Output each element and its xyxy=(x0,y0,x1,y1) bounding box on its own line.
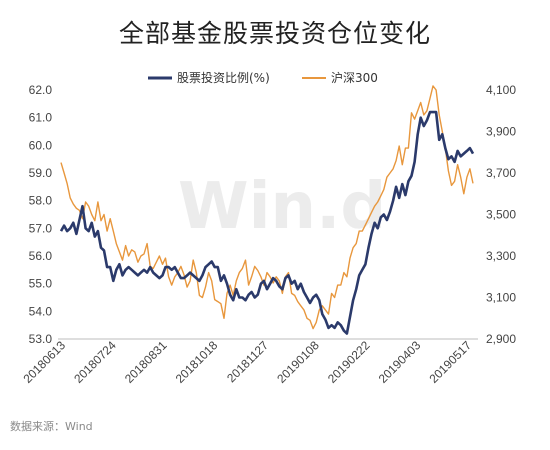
left-tick-label: 57.0 xyxy=(29,221,53,235)
x-tick-label: 20190108 xyxy=(274,338,322,386)
x-tick-label: 20180831 xyxy=(122,338,170,386)
left-tick-label: 62.0 xyxy=(29,83,53,97)
right-tick-label: 3,500 xyxy=(486,208,516,222)
left-tick-label: 61.0 xyxy=(29,111,53,125)
left-axis: 62.0 61.0 60.0 59.0 58.0 57.0 56.0 55.0 54.0 53.0 xyxy=(29,83,53,346)
x-tick-label: 20190222 xyxy=(325,338,373,386)
x-tick-label: 20190517 xyxy=(426,338,474,386)
x-tick-label: 20181127 xyxy=(224,338,271,385)
left-tick-label: 55.0 xyxy=(29,277,53,291)
series-line-1 xyxy=(60,85,474,330)
right-tick-label: 2,900 xyxy=(486,332,516,346)
x-tick-label: 20190403 xyxy=(376,338,424,386)
right-axis: 4,100 3,900 3,700 3,500 3,300 3,100 2,900 xyxy=(486,83,516,346)
left-tick-label: 54.0 xyxy=(29,304,53,318)
right-tick-label: 3,300 xyxy=(486,249,516,263)
right-tick-label: 3,700 xyxy=(486,166,516,180)
watermark: Win.d xyxy=(178,170,386,244)
right-tick-label: 4,100 xyxy=(486,83,516,97)
series-line-0 xyxy=(59,110,475,335)
left-tick-label: 53.0 xyxy=(29,332,53,346)
left-tick-label: 59.0 xyxy=(29,166,53,180)
left-tick-label: 56.0 xyxy=(29,249,53,263)
legend-label-0: 股票投资比例(%) xyxy=(177,70,270,85)
series-lines xyxy=(59,85,475,335)
chart-title: 全部基金股票投资仓位变化 xyxy=(118,19,431,48)
x-axis: 20180613 20180724 20180831 20181018 20181127… xyxy=(20,338,474,386)
data-source: 数据来源：Wind xyxy=(10,420,93,433)
legend-label-1: 沪深300 xyxy=(331,71,378,85)
x-tick-label: 20181018 xyxy=(173,338,221,386)
left-tick-label: 60.0 xyxy=(29,138,53,152)
x-tick-label: 20180724 xyxy=(71,338,119,386)
right-tick-label: 3,900 xyxy=(486,125,516,139)
left-tick-label: 58.0 xyxy=(29,194,53,208)
right-tick-label: 3,100 xyxy=(486,291,516,305)
legend: 股票投资比例(%) 沪深300 xyxy=(148,70,378,85)
